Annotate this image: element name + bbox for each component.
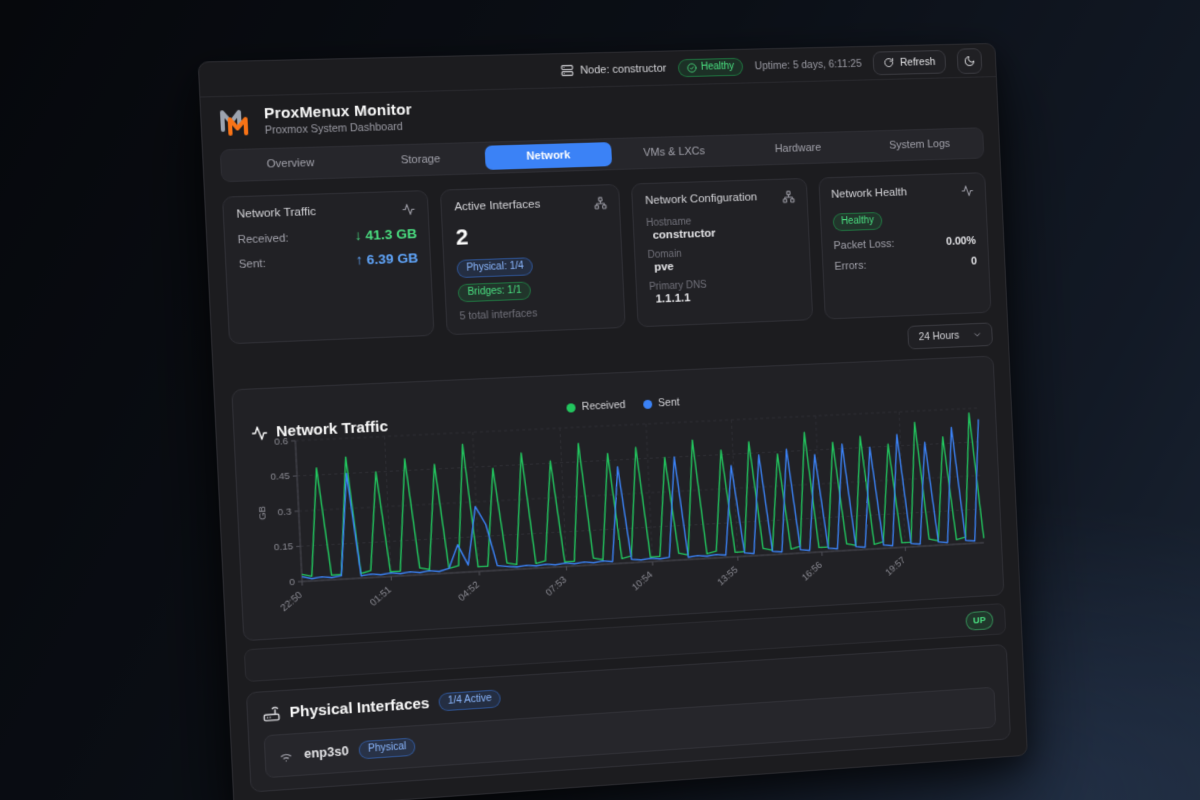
svg-text:13:55: 13:55 [716, 565, 741, 589]
tab-network[interactable]: Network [484, 142, 613, 171]
svg-text:0.3: 0.3 [277, 506, 291, 518]
node-info: Node: constructor [561, 62, 667, 78]
svg-text:19:57: 19:57 [884, 555, 908, 578]
sent-label: Sent: [238, 257, 266, 271]
time-range-value: 24 Hours [918, 329, 960, 344]
svg-text:04:52: 04:52 [456, 579, 481, 603]
bridges-count-badge: Bridges: 1/1 [457, 281, 532, 303]
card-title: Network Traffic [236, 205, 317, 221]
network-configuration-card: Network Configuration Hostname construct… [631, 177, 813, 328]
app-subtitle: Proxmox System Dashboard [264, 120, 404, 137]
svg-text:10:54: 10:54 [630, 569, 655, 593]
svg-text:0.45: 0.45 [270, 471, 290, 483]
traffic-line-chart: 0 0.15 0.3 0.45 0.6 22:50 01:51 04:52 07:53 10:54… [257, 396, 994, 614]
refresh-icon [884, 57, 895, 68]
card-title: Active Interfaces [454, 198, 541, 214]
network-tree-icon [781, 190, 794, 203]
time-range-select[interactable]: 24 Hours [907, 322, 994, 350]
received-value: ↓ 41.3 GB [354, 225, 418, 244]
dark-mode-toggle[interactable] [956, 47, 983, 74]
refresh-button[interactable]: Refresh [872, 49, 947, 75]
svg-text:01:51: 01:51 [368, 585, 394, 609]
activity-icon [402, 203, 416, 217]
received-label: Received: [237, 231, 289, 246]
proxmenux-monitor-window: Node: constructor Healthy Uptime: 5 days… [197, 42, 1028, 800]
packet-loss-value: 0.00% [945, 235, 977, 248]
section-title: Physical Interfaces [289, 694, 430, 721]
moon-icon [964, 55, 976, 67]
activity-icon [961, 184, 974, 197]
legend-dot-sent [643, 399, 653, 409]
svg-text:16:56: 16:56 [800, 560, 824, 584]
errors-label: Errors: [834, 259, 867, 273]
network-icon [594, 196, 608, 209]
physical-count-badge: Physical: 1/4 [456, 257, 534, 279]
card-title: Network Configuration [644, 191, 758, 208]
active-interfaces-card: Active Interfaces 2 Physical: 1/4 Bridge… [440, 183, 627, 336]
active-count-badge: 1/4 Active [438, 689, 502, 712]
interface-name: enp3s0 [303, 743, 349, 762]
svg-text:0.6: 0.6 [274, 436, 288, 448]
legend-received: Received [566, 399, 626, 414]
network-traffic-chart-card: Network Traffic Received Sent 0 0.15 0.3 0.… [231, 355, 1005, 642]
health-status-badge: Healthy [832, 211, 883, 232]
svg-text:GB: GB [257, 506, 269, 521]
network-traffic-card: Network Traffic Received: ↓ 41.3 GB Sent… [221, 190, 435, 345]
card-title: Network Health [830, 186, 908, 201]
active-interfaces-count: 2 [455, 224, 469, 250]
chevron-down-icon [972, 330, 982, 340]
legend-dot-received [566, 402, 577, 413]
interface-type-badge: Physical [358, 737, 416, 760]
total-interfaces-text: 5 total interfaces [459, 307, 538, 323]
tab-storage[interactable]: Storage [400, 153, 441, 167]
health-badge: Healthy [677, 57, 744, 77]
up-status-badge: UP [965, 610, 994, 631]
server-icon [561, 64, 575, 77]
network-health-card: Network Health Healthy Packet Loss: 0.00… [817, 172, 992, 320]
errors-value: 0 [970, 255, 978, 268]
legend-sent: Sent [643, 396, 680, 410]
router-icon [262, 704, 281, 723]
wifi-icon [278, 747, 294, 763]
tab-vms-lxcs[interactable]: VMs & LXCs [643, 145, 706, 160]
svg-text:07:53: 07:53 [544, 574, 569, 598]
svg-text:0.15: 0.15 [274, 542, 294, 554]
stat-cards: Network Traffic Received: ↓ 41.3 GB Sent… [205, 166, 1007, 349]
svg-text:0: 0 [289, 577, 295, 588]
proxmenux-logo [218, 106, 255, 138]
sent-value: ↑ 6.39 GB [355, 250, 419, 268]
check-circle-icon [687, 62, 697, 72]
tab-hardware[interactable]: Hardware [774, 141, 822, 156]
packet-loss-label: Packet Loss: [833, 238, 895, 253]
svg-text:22:50: 22:50 [279, 590, 305, 614]
app-title: ProxMenux Monitor [263, 101, 413, 123]
tab-system-logs[interactable]: System Logs [889, 138, 951, 152]
uptime-text: Uptime: 5 days, 6:11:25 [754, 57, 862, 72]
node-label: Node: constructor [579, 62, 667, 77]
activity-icon [251, 424, 268, 441]
tab-overview[interactable]: Overview [266, 156, 315, 171]
